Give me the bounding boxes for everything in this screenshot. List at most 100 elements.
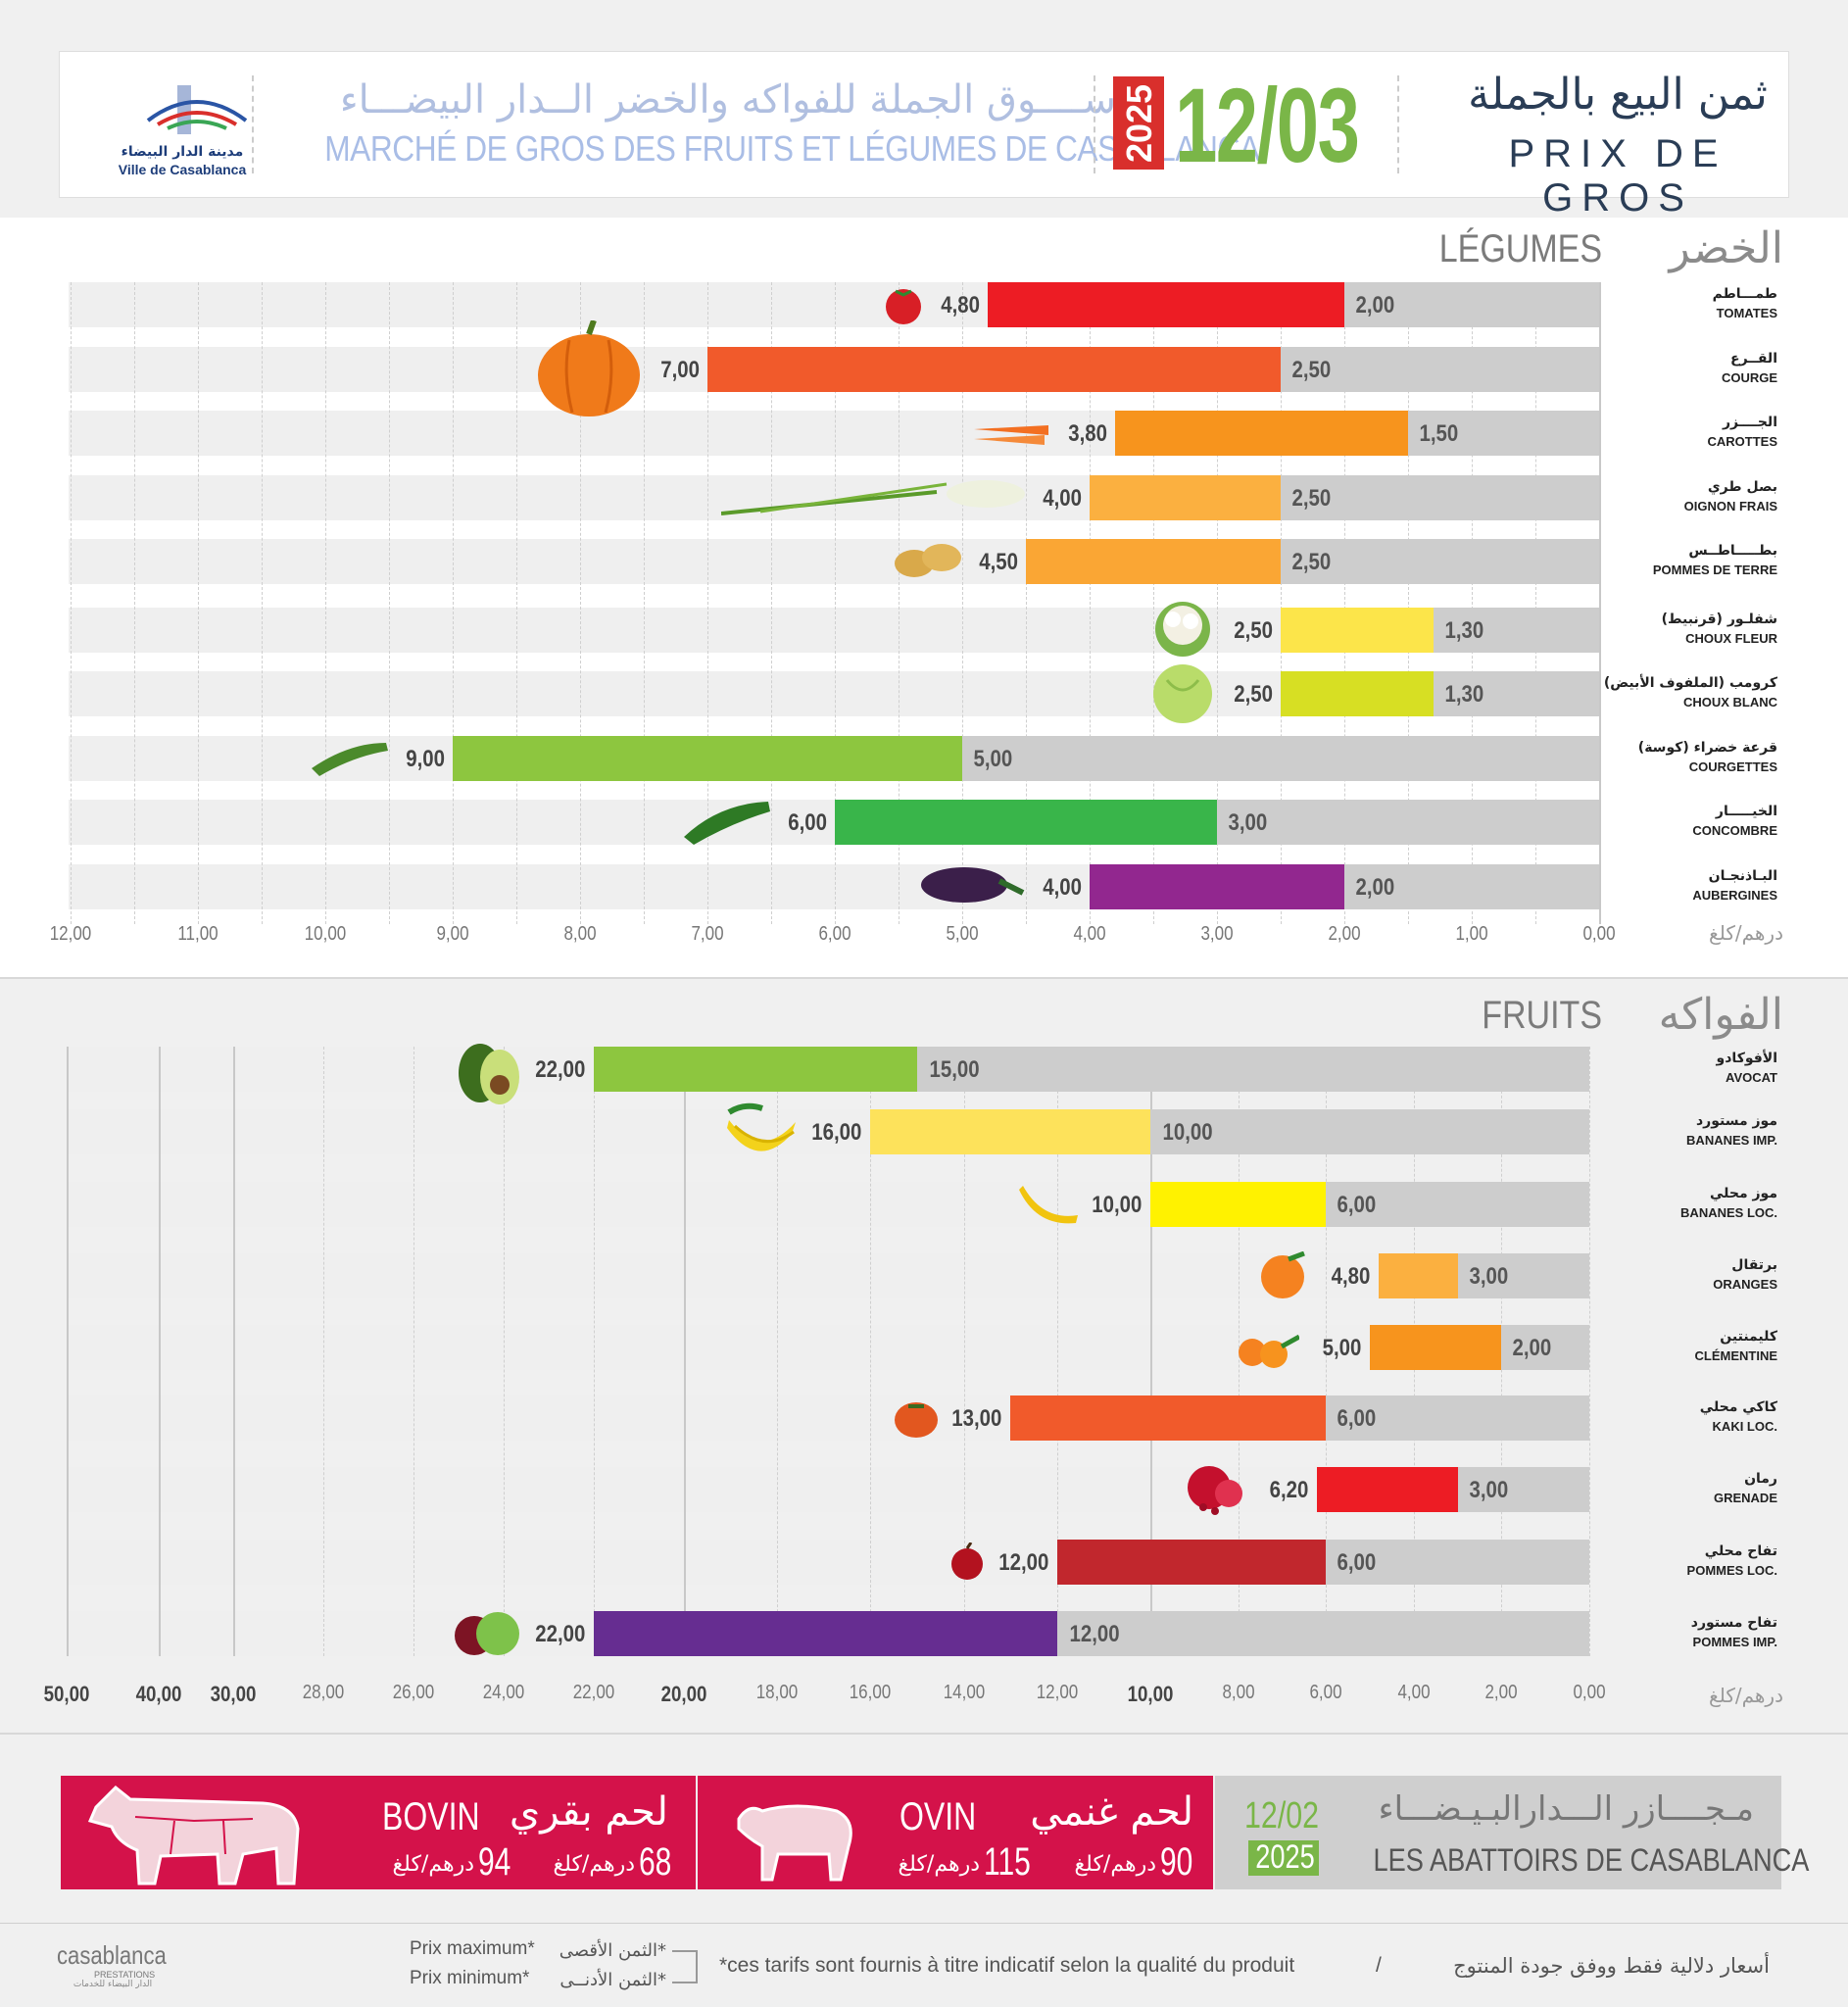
x-tick-label: 40,00	[135, 1682, 182, 1706]
max-price-bar	[1010, 1395, 1327, 1441]
x-tick-label: 26,00	[392, 1682, 435, 1703]
row-label-ar: طمـــاطم	[1712, 286, 1777, 302]
brand-ar: الدار البيضاء للخدمات	[73, 1980, 153, 1989]
x-tick-label: 8,00	[563, 923, 597, 945]
abattoirs-title-fr: LES ABATTOIRS DE CASABLANCA	[1373, 1842, 1810, 1878]
x-tick-label: 11,00	[177, 923, 219, 945]
page-title-fr: PRIX DE GROS	[1508, 132, 1727, 220]
max-price-label: 16,00	[811, 1119, 862, 1146]
grid-line	[1150, 1047, 1152, 1656]
x-tick-label: 7,00	[691, 923, 724, 945]
grid-line	[413, 1047, 414, 1656]
row-label-ar: قرعة خضراء (كوسة)	[1637, 739, 1777, 756]
grid-line	[198, 282, 199, 924]
max-price-label: 4,00	[1043, 484, 1082, 512]
row-label-ar: موز محلي	[1709, 1186, 1777, 1201]
min-price-label: 2,50	[1291, 549, 1332, 575]
min-price-label: 6,00	[1337, 1549, 1377, 1576]
x-tick-label: 10,00	[304, 923, 347, 945]
carrot-icon	[970, 417, 1052, 449]
potato-icon	[893, 540, 963, 583]
cucumber-icon	[680, 798, 772, 847]
page-title-ar: ثمن البيع بالجملة	[1468, 70, 1768, 120]
max-price-bar	[1056, 1540, 1327, 1585]
min-price-bar	[1281, 539, 1599, 584]
vegetables-title-fr: LÉGUMES	[1438, 227, 1602, 270]
bovin-price-min: 68	[639, 1840, 672, 1884]
min-price-bar	[1344, 863, 1599, 909]
min-price-label: 1,30	[1444, 681, 1484, 708]
abattoirs-year: 2025	[1255, 1838, 1315, 1876]
pomegranate-icon	[1184, 1458, 1246, 1521]
row-label-fr: GRENADE	[1713, 1491, 1777, 1505]
divider	[1397, 75, 1399, 173]
grid-line	[1589, 1047, 1590, 1656]
row-label-fr: CONCOMBRE	[1692, 823, 1777, 838]
brand-sub: PRESTATIONS	[94, 1970, 156, 1980]
min-price-label: 1,30	[1444, 616, 1484, 644]
avocado-icon	[455, 1034, 523, 1104]
grid-line	[1090, 282, 1091, 924]
row-label-fr: BANANES IMP.	[1686, 1133, 1777, 1148]
min-price-label: 1,50	[1419, 420, 1459, 447]
vegetables-title-ar: الخضر	[1669, 223, 1783, 273]
min-price-bar	[1434, 607, 1599, 653]
row-label-fr: COURGE	[1721, 369, 1777, 385]
min-price-bar	[1457, 1467, 1589, 1512]
x-tick-label: 4,00	[1073, 923, 1106, 945]
x-tick-label: 3,00	[1200, 923, 1234, 945]
max-price-bar	[1026, 539, 1281, 584]
vegetables-panel	[0, 218, 1848, 977]
max-price-label: 4,50	[979, 549, 1018, 575]
row-label-ar: البـاذنجـان	[1708, 867, 1777, 884]
row-label-ar: الخيـــــار	[1715, 804, 1777, 819]
min-price-bar	[1281, 346, 1599, 392]
max-price-label: 6,00	[788, 809, 827, 836]
max-price-bar	[1150, 1182, 1327, 1227]
row-label-fr: COURGETTES	[1688, 759, 1777, 774]
min-price-label: 6,00	[1337, 1192, 1377, 1218]
grid-line	[1472, 282, 1473, 924]
min-price-bar	[1281, 474, 1599, 520]
x-tick-label: 20,00	[660, 1682, 707, 1706]
x-tick-label: 18,00	[755, 1682, 799, 1703]
min-price-label: 2,50	[1291, 356, 1332, 383]
row-label-fr: POMMES LOC.	[1686, 1563, 1777, 1578]
legend-max-fr: Prix maximum*	[410, 1938, 535, 1959]
max-price-label: 2,50	[1234, 616, 1273, 644]
max-price-label: 13,00	[951, 1405, 1002, 1432]
divider	[1094, 75, 1095, 173]
ovin-title-ar: لحم غنمي	[1030, 1789, 1193, 1835]
sheep-icon	[737, 1804, 852, 1882]
grid-line	[707, 282, 708, 924]
axis-zero-line	[1599, 282, 1601, 924]
grid-line	[777, 1047, 779, 1656]
cabbage-icon	[1147, 661, 1218, 727]
grid-line	[1153, 282, 1154, 924]
min-price-bar	[1150, 1109, 1589, 1154]
grid-line	[594, 1047, 595, 1656]
x-tick-label: 14,00	[943, 1682, 985, 1703]
min-price-label: 3,00	[1228, 809, 1268, 836]
x-tick-label: 12,00	[1036, 1682, 1079, 1703]
footer-divider	[0, 1923, 1848, 1924]
brand-logo-text: casablanca	[57, 1940, 167, 1970]
max-price-label: 9,00	[406, 745, 445, 772]
note-fr: *ces tarifs sont fournis à titre indicat…	[719, 1954, 1295, 1977]
min-price-label: 3,00	[1469, 1477, 1508, 1503]
max-price-label: 2,50	[1234, 681, 1273, 708]
max-price-bar	[870, 1109, 1150, 1154]
min-price-bar	[1501, 1325, 1589, 1370]
year-badge	[1113, 76, 1164, 170]
x-tick-label: 5,00	[946, 923, 979, 945]
row-label-ar: موز مستورد	[1695, 1113, 1777, 1129]
max-price-label: 22,00	[535, 1621, 586, 1647]
row-label-ar: كليمنتين	[1720, 1329, 1777, 1345]
grid-line	[134, 282, 135, 924]
x-tick-label: 8,00	[1222, 1682, 1255, 1703]
grid-line	[1408, 282, 1409, 924]
max-price-label: 12,00	[998, 1549, 1049, 1576]
x-tick-label: 12,00	[49, 923, 92, 945]
